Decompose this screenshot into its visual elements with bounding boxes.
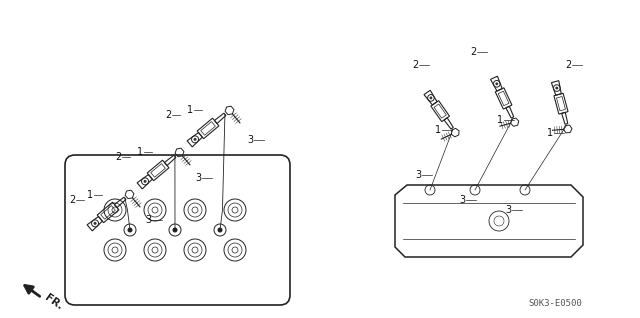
Circle shape — [127, 227, 132, 232]
Circle shape — [193, 138, 196, 141]
Text: 2: 2 — [565, 60, 571, 70]
Text: 3: 3 — [145, 215, 151, 225]
Circle shape — [173, 227, 177, 232]
Text: 1: 1 — [497, 115, 503, 125]
Text: 1: 1 — [87, 190, 93, 200]
Text: 2: 2 — [412, 60, 418, 70]
Text: 3: 3 — [505, 205, 511, 215]
Circle shape — [556, 86, 558, 89]
Circle shape — [218, 227, 223, 232]
Text: 2: 2 — [115, 152, 121, 162]
Text: FR.: FR. — [43, 292, 65, 311]
Text: 3: 3 — [195, 173, 201, 183]
Text: 1: 1 — [547, 128, 553, 138]
Text: 3: 3 — [415, 170, 421, 180]
Text: 2: 2 — [69, 195, 75, 205]
Circle shape — [429, 96, 433, 99]
Text: 2: 2 — [165, 110, 171, 120]
Text: 1: 1 — [435, 125, 441, 135]
Text: S0K3-E0500: S0K3-E0500 — [528, 299, 582, 308]
Circle shape — [495, 82, 498, 85]
Circle shape — [143, 180, 147, 183]
Text: 1: 1 — [137, 147, 143, 157]
Text: 1: 1 — [187, 105, 193, 115]
Circle shape — [93, 222, 97, 225]
Text: 2: 2 — [470, 47, 476, 57]
Text: 3: 3 — [247, 135, 253, 145]
Text: 3: 3 — [459, 195, 465, 205]
